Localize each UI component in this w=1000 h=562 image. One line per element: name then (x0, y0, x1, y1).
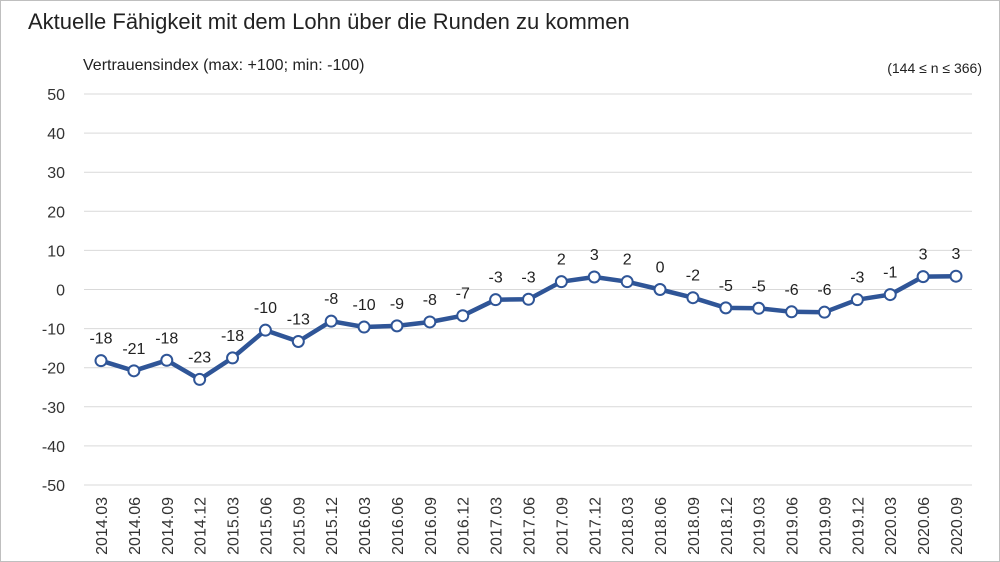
x-tick-label: 2015.12 (324, 497, 341, 555)
y-axis-label: Vertrauensindex (max: +100; min: -100) (83, 57, 365, 74)
data-label: 3 (590, 247, 599, 264)
data-point (193, 372, 207, 386)
data-point (620, 275, 634, 289)
x-tick-label: 2016.06 (390, 497, 407, 555)
data-label: -5 (719, 278, 733, 295)
data-label: -10 (254, 300, 277, 317)
data-point (226, 351, 240, 365)
x-tick-label: 2014.03 (94, 497, 111, 555)
x-tick-label: 2014.12 (193, 497, 210, 555)
data-label: -13 (287, 312, 310, 329)
data-point (423, 315, 437, 329)
x-tick-label: 2016.09 (423, 497, 440, 555)
y-tick-label: 20 (47, 204, 65, 221)
data-point (817, 305, 831, 319)
x-tick-label: 2020.09 (949, 497, 966, 555)
sample-size-note: (144 ≤ n ≤ 366) (887, 60, 982, 76)
data-label: -3 (850, 270, 864, 287)
y-tick-label: 0 (56, 283, 65, 300)
data-label: -3 (488, 270, 502, 287)
data-label: -2 (686, 268, 700, 285)
data-point (752, 301, 766, 315)
data-point (719, 301, 733, 315)
x-tick-label: 2017.06 (522, 497, 539, 555)
data-label: 2 (623, 252, 632, 269)
data-label: 3 (952, 246, 961, 263)
x-tick-label: 2017.12 (587, 497, 604, 555)
data-label: 2 (557, 252, 566, 269)
data-point (160, 353, 174, 367)
data-label: -9 (390, 296, 404, 313)
data-point (258, 323, 272, 337)
data-point (324, 314, 338, 328)
data-point (291, 335, 305, 349)
data-label: -7 (456, 286, 470, 303)
x-tick-label: 2015.09 (291, 497, 308, 555)
x-tick-label: 2020.06 (916, 497, 933, 555)
data-point (94, 354, 108, 368)
x-tick-label: 2018.03 (620, 497, 637, 555)
y-tick-label: -20 (42, 361, 65, 378)
x-tick-label: 2019.03 (752, 497, 769, 555)
y-tick-label: 50 (47, 87, 65, 104)
x-tick-label: 2016.03 (357, 497, 374, 555)
y-tick-label: -30 (42, 400, 65, 417)
x-tick-label: 2017.03 (489, 497, 506, 555)
data-label: -6 (784, 282, 798, 299)
y-tick-label: -50 (42, 478, 65, 495)
x-tick-label: 2017.09 (554, 497, 571, 555)
data-label: -10 (353, 297, 376, 314)
data-label: 3 (919, 247, 928, 264)
data-point (587, 270, 601, 284)
y-tick-label: 10 (47, 243, 65, 260)
data-label: -1 (883, 265, 897, 282)
y-tick-label: -40 (42, 439, 65, 456)
data-point (916, 270, 930, 284)
data-point (949, 269, 963, 283)
x-tick-label: 2018.09 (686, 497, 703, 555)
data-point (127, 364, 141, 378)
data-label: -18 (89, 331, 112, 348)
y-tick-label: -10 (42, 322, 65, 339)
x-tick-label: 2018.12 (719, 497, 736, 555)
data-point (686, 291, 700, 305)
data-point (554, 275, 568, 289)
x-tick-label: 2014.06 (127, 497, 144, 555)
data-label: -6 (817, 282, 831, 299)
x-tick-label: 2015.06 (258, 497, 275, 555)
data-label: -5 (752, 278, 766, 295)
x-tick-label: 2019.06 (785, 497, 802, 555)
x-tick-label: 2019.12 (850, 497, 867, 555)
data-label: -21 (122, 341, 145, 358)
data-point (456, 309, 470, 323)
data-point (850, 293, 864, 307)
data-point (785, 305, 799, 319)
y-tick-label: 40 (47, 126, 65, 143)
x-tick-label: 2016.12 (456, 497, 473, 555)
data-point (390, 319, 404, 333)
data-point (653, 283, 667, 296)
x-tick-label: 2015.03 (226, 497, 243, 555)
x-tick-label: 2018.06 (653, 497, 670, 555)
x-tick-label: 2014.09 (160, 497, 177, 555)
data-point (522, 292, 535, 306)
y-tick-label: 30 (47, 165, 65, 182)
x-tick-label: 2019.09 (817, 497, 834, 555)
data-label: -18 (155, 330, 178, 347)
data-label: -8 (324, 291, 338, 308)
data-label: -3 (521, 269, 535, 286)
x-tick-label: 2020.03 (883, 497, 900, 555)
data-label: -23 (188, 349, 211, 366)
data-point (489, 293, 503, 307)
data-point (357, 320, 371, 334)
data-label: -18 (221, 328, 244, 345)
data-label: -8 (423, 292, 437, 309)
chart-title: Aktuelle Fähigkeit mit dem Lohn über die… (28, 9, 630, 34)
data-point (883, 288, 897, 302)
data-label: 0 (656, 260, 665, 277)
